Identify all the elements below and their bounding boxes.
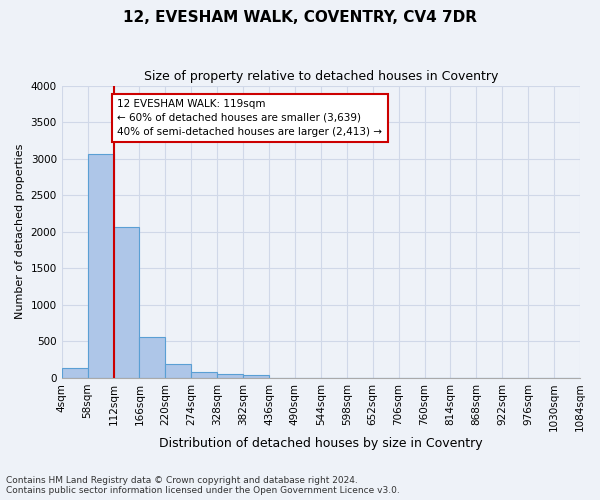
Bar	[166, 364, 191, 378]
Y-axis label: Number of detached properties: Number of detached properties	[15, 144, 25, 320]
Bar	[243, 375, 269, 378]
Bar	[217, 374, 243, 378]
Bar	[62, 368, 88, 378]
X-axis label: Distribution of detached houses by size in Coventry: Distribution of detached houses by size …	[159, 437, 482, 450]
Bar	[139, 337, 166, 378]
Bar	[88, 154, 113, 378]
Text: 12, EVESHAM WALK, COVENTRY, CV4 7DR: 12, EVESHAM WALK, COVENTRY, CV4 7DR	[123, 10, 477, 25]
Text: 12 EVESHAM WALK: 119sqm
← 60% of detached houses are smaller (3,639)
40% of semi: 12 EVESHAM WALK: 119sqm ← 60% of detache…	[118, 98, 382, 136]
Text: Contains HM Land Registry data © Crown copyright and database right 2024.
Contai: Contains HM Land Registry data © Crown c…	[6, 476, 400, 495]
Bar	[113, 228, 139, 378]
Bar	[191, 372, 217, 378]
Title: Size of property relative to detached houses in Coventry: Size of property relative to detached ho…	[143, 70, 498, 83]
